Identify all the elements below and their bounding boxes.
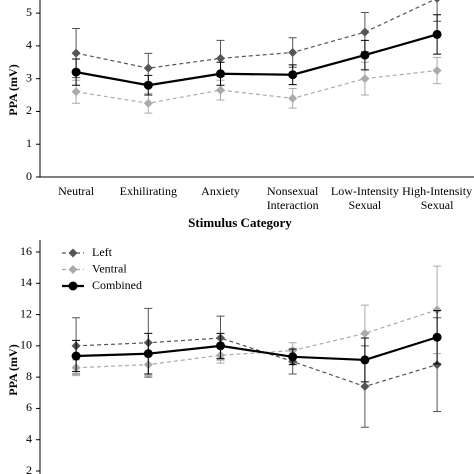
marker (216, 341, 225, 351)
marker (71, 67, 81, 77)
marker (432, 65, 442, 75)
y-tick-label: 2 (26, 463, 32, 474)
legend-label: Combined (92, 278, 142, 292)
series-line (76, 309, 438, 369)
x-tick-label: Exhilirating (119, 184, 177, 198)
marker (216, 69, 225, 79)
x-tick-label: High-Intensity Sexual (402, 184, 473, 212)
marker (434, 0, 440, 3)
x-tick-label: Nonsexual Interaction (266, 184, 319, 212)
marker (288, 70, 298, 80)
marker (143, 349, 153, 359)
marker (143, 63, 153, 73)
y-tick-label: 1 (26, 136, 32, 150)
marker (360, 27, 370, 37)
y-tick-label: 12 (20, 306, 32, 320)
legend-marker (68, 265, 78, 274)
marker (143, 98, 153, 108)
marker (71, 87, 81, 97)
marker (71, 48, 81, 58)
series-line (75, 0, 436, 69)
y-axis-label: PPA (mV) (6, 64, 20, 115)
marker (216, 85, 225, 95)
legend-label: Ventral (92, 261, 127, 275)
y-tick-label: 4 (26, 431, 32, 445)
marker (360, 74, 370, 84)
y-tick-label: 8 (26, 369, 32, 383)
legend-marker (68, 248, 78, 258)
marker (360, 328, 370, 338)
marker (360, 355, 370, 365)
y-tick-label: 6 (26, 400, 32, 414)
legend-marker (68, 281, 78, 291)
x-tick-label: Low-Intensity Sexual (330, 184, 399, 212)
y-tick-label: 14 (20, 275, 32, 289)
marker (143, 80, 153, 90)
series-line (75, 33, 438, 87)
y-tick-label: 2 (26, 103, 32, 117)
series-line (76, 337, 438, 388)
marker (288, 93, 298, 103)
y-tick-label: 16 (20, 244, 32, 258)
y-axis-label: PPA (mV) (6, 344, 20, 395)
series-line (76, 336, 438, 362)
series-line (76, 69, 438, 104)
legend-label: Left (92, 245, 113, 259)
marker (432, 305, 442, 315)
marker (288, 47, 298, 57)
y-tick-label: 4 (26, 38, 32, 52)
x-tick-label: Neutral (58, 184, 95, 198)
marker (71, 351, 81, 361)
marker (432, 332, 442, 342)
y-tick-label: 3 (26, 70, 32, 84)
marker (432, 29, 442, 39)
marker (432, 360, 442, 370)
marker (360, 382, 370, 392)
x-axis-label: Stimulus Category (188, 215, 292, 230)
y-tick-label: 5 (26, 5, 32, 19)
marker (360, 50, 370, 60)
marker (288, 352, 298, 362)
y-tick-label: 10 (20, 338, 32, 352)
x-tick-label: Anxiety (201, 184, 240, 198)
y-tick-label: 0 (26, 169, 32, 183)
marker (216, 53, 225, 63)
